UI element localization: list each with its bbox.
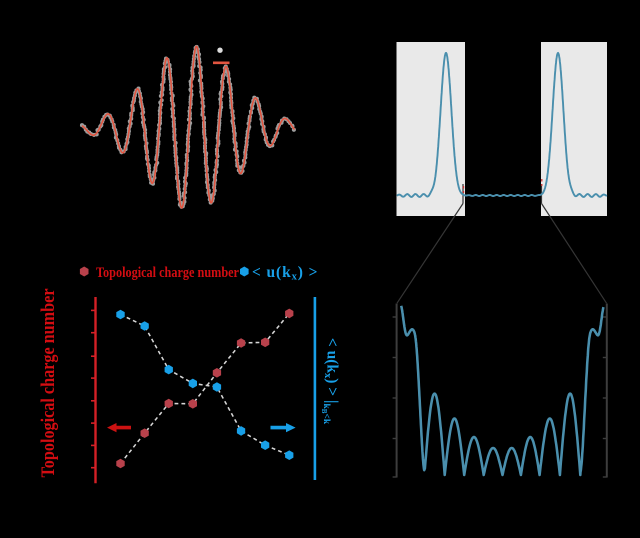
svg-text:< u(kx) > |kB<k: < u(kx) > |kB<k [320, 338, 341, 425]
svg-text:Topological charge number: Topological charge number [38, 288, 59, 477]
svg-text:Topological charge number: Topological charge number [96, 265, 239, 281]
svg-text:< u(kx) >: < u(kx) > [252, 264, 318, 283]
